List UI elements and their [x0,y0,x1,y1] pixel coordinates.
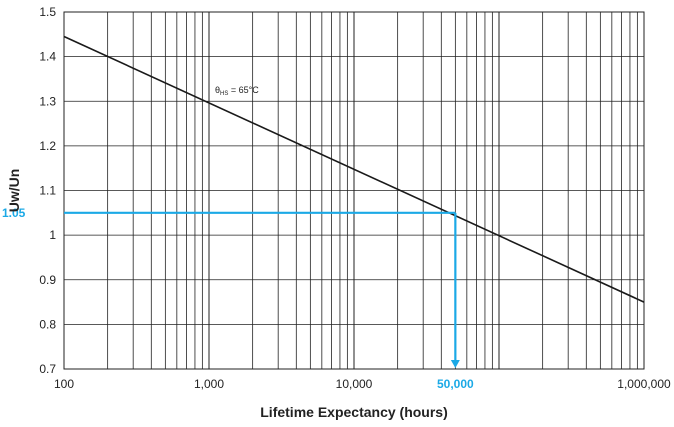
y-tick-label: 1.1 [39,184,56,198]
y-tick-label: 0.8 [39,317,56,331]
x-tick-label: 100 [54,377,74,391]
grid [64,12,644,369]
x-axis-title: Lifetime Expectancy (hours) [260,404,448,420]
y-tick-label: 1 [49,228,56,242]
y-tick-label: 0.7 [39,362,56,376]
highlight-layer: 1.05 50,000 [2,206,474,391]
highlight-arrowhead [450,360,460,368]
series-line [63,35,645,303]
highlight-y-label: 1.05 [2,206,26,220]
y-tick-label: 1.3 [39,94,56,108]
y-tick-label: 1.4 [39,50,56,64]
y-axis-title: Uw/Un [6,169,22,213]
y-tick-label: 0.9 [39,273,56,287]
x-tick-label: 1,000,000 [617,377,671,391]
highlight-x-label: 50,000 [437,377,474,391]
x-tick-label: 10,000 [336,377,373,391]
y-tick-label: 1.2 [39,139,56,153]
x-tick-label: 1,000 [194,377,224,391]
series-layer [63,35,645,303]
y-tick-label: 1.5 [39,5,56,19]
plot-frame [63,11,645,370]
x-tick-labels: 100 1,000 10,000 1,000,000 [54,377,671,391]
y-tick-labels: 0.7 0.8 0.9 1 1.1 1.2 1.3 1.4 1.5 [39,5,56,376]
curve-label: θHS = 65°C [215,85,259,97]
